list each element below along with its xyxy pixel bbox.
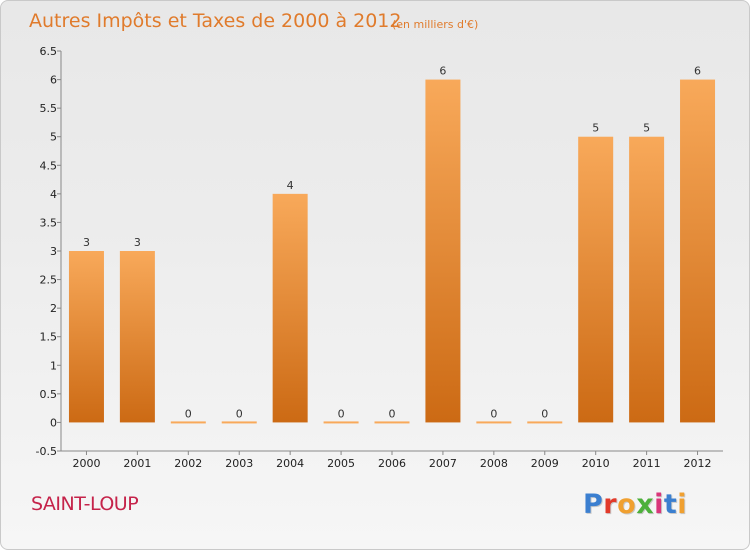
x-tick-label: 2012 [684, 457, 712, 470]
x-tick-label: 2007 [429, 457, 457, 470]
y-tick-label: 0.5 [40, 388, 58, 401]
proxiti-logo: Proxiti [583, 489, 687, 520]
bar-2008 [476, 421, 512, 424]
y-tick-label: 5.5 [40, 102, 58, 115]
logo-letter: x [636, 489, 655, 520]
bar-2000 [68, 251, 104, 423]
bar-2009 [527, 421, 563, 424]
bar-2012 [680, 79, 716, 423]
data-label: 4 [287, 179, 294, 192]
axes: -0.5 0 0.5 1 1.5 2 2.5 3 3.5 4 4.5 5 5.5 6 6.5 2000 2001… [36, 45, 723, 470]
data-label: 0 [389, 407, 396, 420]
x-tick-label: 2005 [327, 457, 355, 470]
logo-letter: P [583, 489, 604, 520]
x-tick-label: 2008 [480, 457, 508, 470]
y-tick-label: 6.5 [40, 45, 58, 58]
logo-letter: t [663, 489, 678, 520]
y-tick-label: 2 [50, 302, 57, 315]
y-tick-label: 1 [50, 359, 57, 372]
data-label: 0 [185, 407, 192, 420]
bar-2010 [578, 136, 614, 423]
bars: 3 3 0 0 4 0 0 6 0 0 5 5 6 [68, 65, 716, 424]
data-label: 3 [83, 236, 90, 249]
chart-title: Autres Impôts et Taxes de 2000 à 2012 [29, 10, 402, 32]
bar-2007 [425, 79, 461, 423]
y-tick-label: 3 [50, 245, 57, 258]
logo-letter: i [654, 489, 664, 520]
bar-2003 [221, 421, 257, 424]
x-tick-label: 2001 [123, 457, 151, 470]
bar-2011 [629, 136, 665, 423]
x-tick-label: 2000 [72, 457, 100, 470]
x-tick-label: 2003 [225, 457, 253, 470]
x-tick-label: 2002 [174, 457, 202, 470]
data-label: 3 [134, 236, 141, 249]
logo-letter: o [617, 489, 637, 520]
x-tick-label: 2004 [276, 457, 304, 470]
y-tick-label: 1.5 [40, 331, 58, 344]
bar-2004 [272, 193, 308, 423]
data-label: 0 [541, 407, 548, 420]
bar-2005 [323, 421, 359, 424]
y-tick-label: 6 [50, 74, 57, 87]
data-label: 6 [439, 65, 446, 78]
x-tick-label: 2011 [633, 457, 661, 470]
commune-name: SAINT-LOUP [31, 493, 139, 515]
bar-2001 [119, 251, 155, 423]
x-tick-label: 2010 [582, 457, 610, 470]
y-tick-label: 2.5 [40, 274, 58, 287]
data-label: 0 [490, 407, 497, 420]
logo-letter: i [677, 489, 688, 520]
bar-2006 [374, 421, 410, 424]
y-tick-label: 3.5 [40, 216, 58, 229]
chart-unit: (en milliers d'€) [392, 18, 478, 31]
bar-2002 [170, 421, 206, 424]
data-label: 5 [592, 122, 599, 135]
x-tick-label: 2006 [378, 457, 406, 470]
data-label: 6 [694, 65, 701, 78]
logo-letter: r [603, 489, 618, 520]
y-tick-label: 5 [50, 131, 57, 144]
y-tick-label: 4 [50, 188, 57, 201]
y-tick-label: -0.5 [36, 445, 57, 458]
x-tick-label: 2009 [531, 457, 559, 470]
data-label: 5 [643, 122, 650, 135]
y-tick-label: 4.5 [40, 159, 58, 172]
y-tick-label: 0 [50, 416, 57, 429]
data-label: 0 [338, 407, 345, 420]
data-label: 0 [236, 407, 243, 420]
